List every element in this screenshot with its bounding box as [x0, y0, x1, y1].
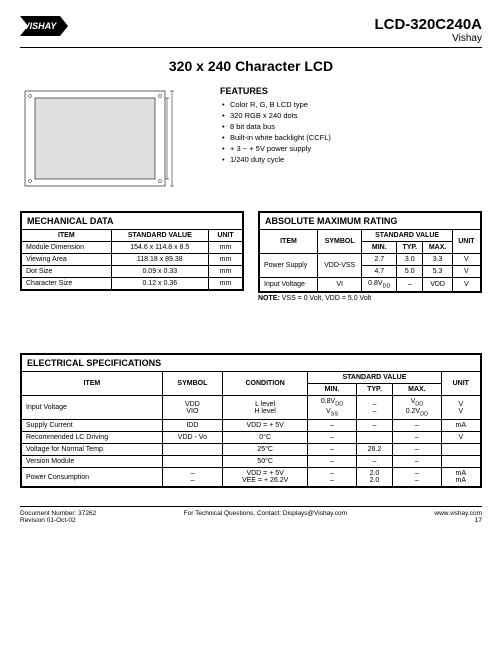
header: VISHAY LCD-320C240A Vishay [20, 16, 482, 48]
abs-note: NOTE: VSS = 0 Volt, VDD = 5.0 Volt [258, 295, 482, 302]
footer-left: Document Number: 37262 Revision 01-Oct-0… [20, 510, 96, 524]
footer-center: For Technical Questions, Contact: Displa… [184, 510, 347, 524]
brand-name: Vishay [374, 33, 482, 44]
module-diagram [20, 86, 200, 193]
mechanical-table: MECHANICAL DATAITEMSTANDARD VALUEUNITMod… [20, 211, 244, 302]
feature-item: 8 bit data bus [220, 122, 482, 131]
features-block: FEATURES Color R, G, B LCD type 320 RGB x… [220, 86, 482, 193]
tables-row-1: MECHANICAL DATAITEMSTANDARD VALUEUNITMod… [20, 211, 482, 302]
vishay-logo: VISHAY [20, 16, 80, 42]
part-number: LCD-320C240A [374, 16, 482, 33]
footer-right: www.vishay.com 17 [434, 510, 482, 524]
feature-item: 320 RGB x 240 dots [220, 111, 482, 120]
absolute-max-table: ABSOLUTE MAXIMUM RATINGITEMSYMBOLSTANDAR… [258, 211, 482, 302]
electrical-table: ELECTRICAL SPECIFICATIONSITEMSYMBOLCONDI… [20, 353, 482, 488]
features-list: Color R, G, B LCD type 320 RGB x 240 dots… [220, 100, 482, 164]
main-title: 320 x 240 Character LCD [20, 58, 482, 74]
feature-item: + 3 ~ + 5V power supply [220, 144, 482, 153]
features-title: FEATURES [220, 86, 482, 96]
footer: Document Number: 37262 Revision 01-Oct-0… [20, 506, 482, 524]
feature-item: Built-in white backlight (CCFL) [220, 133, 482, 142]
title-block: LCD-320C240A Vishay [374, 16, 482, 44]
top-section: FEATURES Color R, G, B LCD type 320 RGB x… [20, 86, 482, 193]
feature-item: Color R, G, B LCD type [220, 100, 482, 109]
feature-item: 1/240 duty cycle [220, 155, 482, 164]
svg-text:VISHAY: VISHAY [24, 21, 58, 31]
